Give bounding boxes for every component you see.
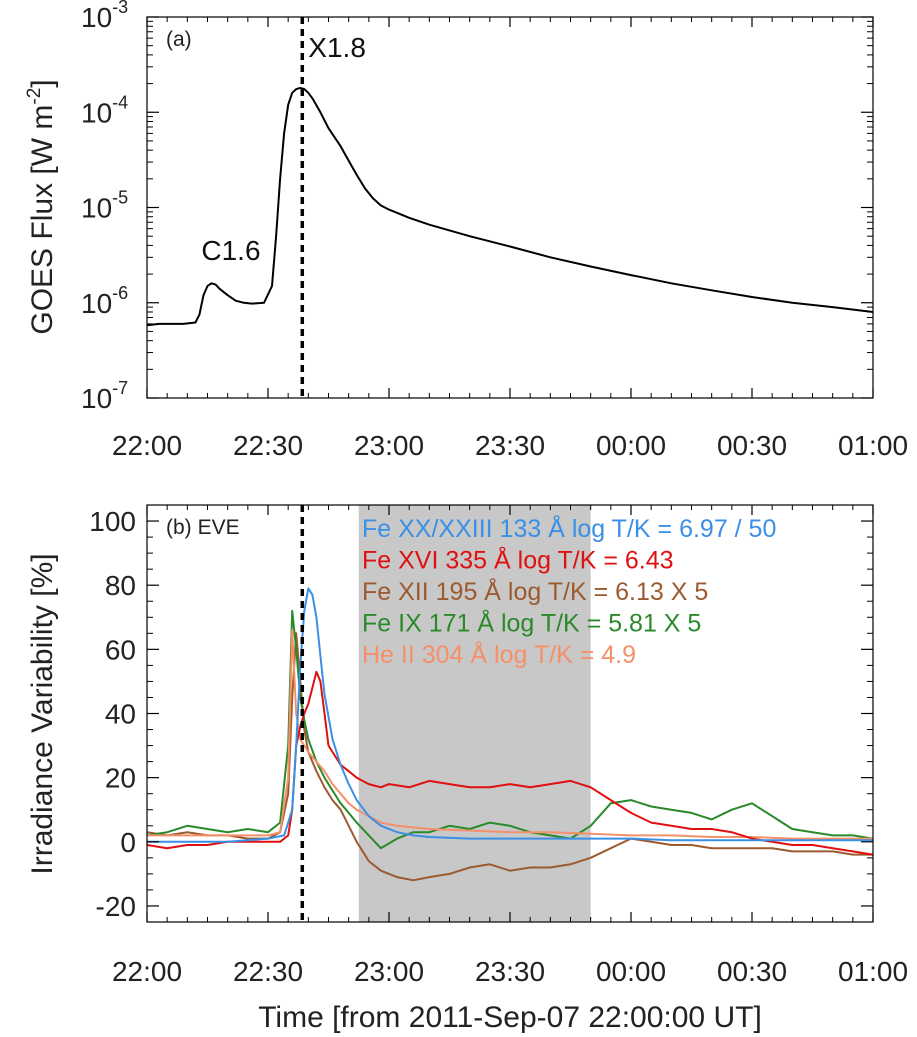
- x-axis-title: Time [from 2011-Sep-07 22:00:00 UT]: [258, 1001, 762, 1034]
- goes-y-tick-label: 10-7: [81, 378, 128, 414]
- goes-axes-frame: [146, 16, 874, 399]
- goes-x-tick-label: 00:00: [596, 430, 666, 461]
- eve-y-tick-label: 40: [105, 699, 136, 730]
- eve-x-tick-label: 00:30: [717, 956, 787, 987]
- goes-y-tick-label: 10-3: [81, 0, 128, 33]
- eve-legend: Fe XX/XXIII 133 Å log T/K = 6.97 / 50Fe …: [362, 513, 776, 669]
- c1-6-flare-label: C1.6: [201, 235, 260, 266]
- legend-entry-1: Fe XVI 335 Å log T/K = 6.43: [362, 545, 674, 575]
- panel-b-label: (b) EVE: [166, 516, 240, 539]
- goes-flux-panel: 22:00 22:30 23:00 23:30 00:00 00:30 01:00 10-3 1…: [24, 0, 908, 461]
- legend-entry-4: He II 304 Å log T/K = 4.9: [362, 639, 636, 669]
- eve-plot-area: [147, 505, 873, 922]
- goes-y-tick-label: 10-4: [81, 92, 128, 128]
- eve-y-tick-label: 60: [105, 634, 136, 665]
- eve-x-tick-label: 22:00: [112, 956, 182, 987]
- legend-entry-2: Fe XII 195 Å log T/K = 6.13 X 5: [362, 576, 708, 606]
- eve-x-tick-label: 00:00: [596, 956, 666, 987]
- eve-y-tick-label: 100: [89, 506, 136, 537]
- eve-ticks: 22:00 22:30 23:00 23:30 00:00 00:30 01:00 100 80…: [89, 505, 908, 987]
- eve-x-tick-label: 22:30: [233, 956, 303, 987]
- goes-x-tick-label: 22:00: [112, 430, 182, 461]
- eve-x-tick-label: 23:00: [354, 956, 424, 987]
- eve-y-tick-label: 80: [105, 570, 136, 601]
- goes-ticks: 22:00 22:30 23:00 23:30 00:00 00:30 01:00 10-3 1…: [81, 0, 908, 461]
- goes-y-tick-label: 10-5: [81, 188, 128, 224]
- legend-entry-3: Fe IX 171 Å log T/K = 5.81 X 5: [362, 608, 701, 638]
- eve-series-line-3: [147, 609, 873, 850]
- panel-a-label: (a): [166, 28, 192, 51]
- eve-x-tick-label: 01:00: [838, 956, 908, 987]
- eve-series-line-2: [147, 632, 873, 882]
- eve-series-line-0: [147, 587, 873, 843]
- eve-y-tick-label: 20: [105, 763, 136, 794]
- eve-y-tick-label: -20: [96, 891, 136, 922]
- x1-8-flare-label: X1.8: [308, 32, 366, 63]
- eve-irradiance-panel: 22:00 22:30 23:00 23:30 00:00 00:30 01:00 100 80…: [26, 504, 908, 1034]
- eve-x-tick-label: 23:30: [475, 956, 545, 987]
- shaded-interval: [358, 505, 591, 922]
- eve-y-axis-title: Irradiance Variability [%]: [26, 553, 59, 874]
- goes-x-tick-label: 23:00: [354, 430, 424, 461]
- goes-y-tick-label: 10-6: [81, 283, 128, 319]
- goes-flux-line: [147, 86, 873, 327]
- eve-series-line-1: [147, 670, 873, 856]
- goes-plot-area: [147, 17, 873, 398]
- goes-x-tick-label: 01:00: [838, 430, 908, 461]
- goes-x-tick-label: 23:30: [475, 430, 545, 461]
- legend-entry-0: Fe XX/XXIII 133 Å log T/K = 6.97 / 50: [362, 513, 776, 543]
- goes-y-axis-title: GOES Flux [W m-2]: [24, 79, 59, 334]
- goes-x-tick-label: 22:30: [233, 430, 303, 461]
- eve-series-line-4: [147, 629, 873, 840]
- eve-y-tick-label: 0: [120, 827, 136, 858]
- goes-x-tick-label: 00:30: [717, 430, 787, 461]
